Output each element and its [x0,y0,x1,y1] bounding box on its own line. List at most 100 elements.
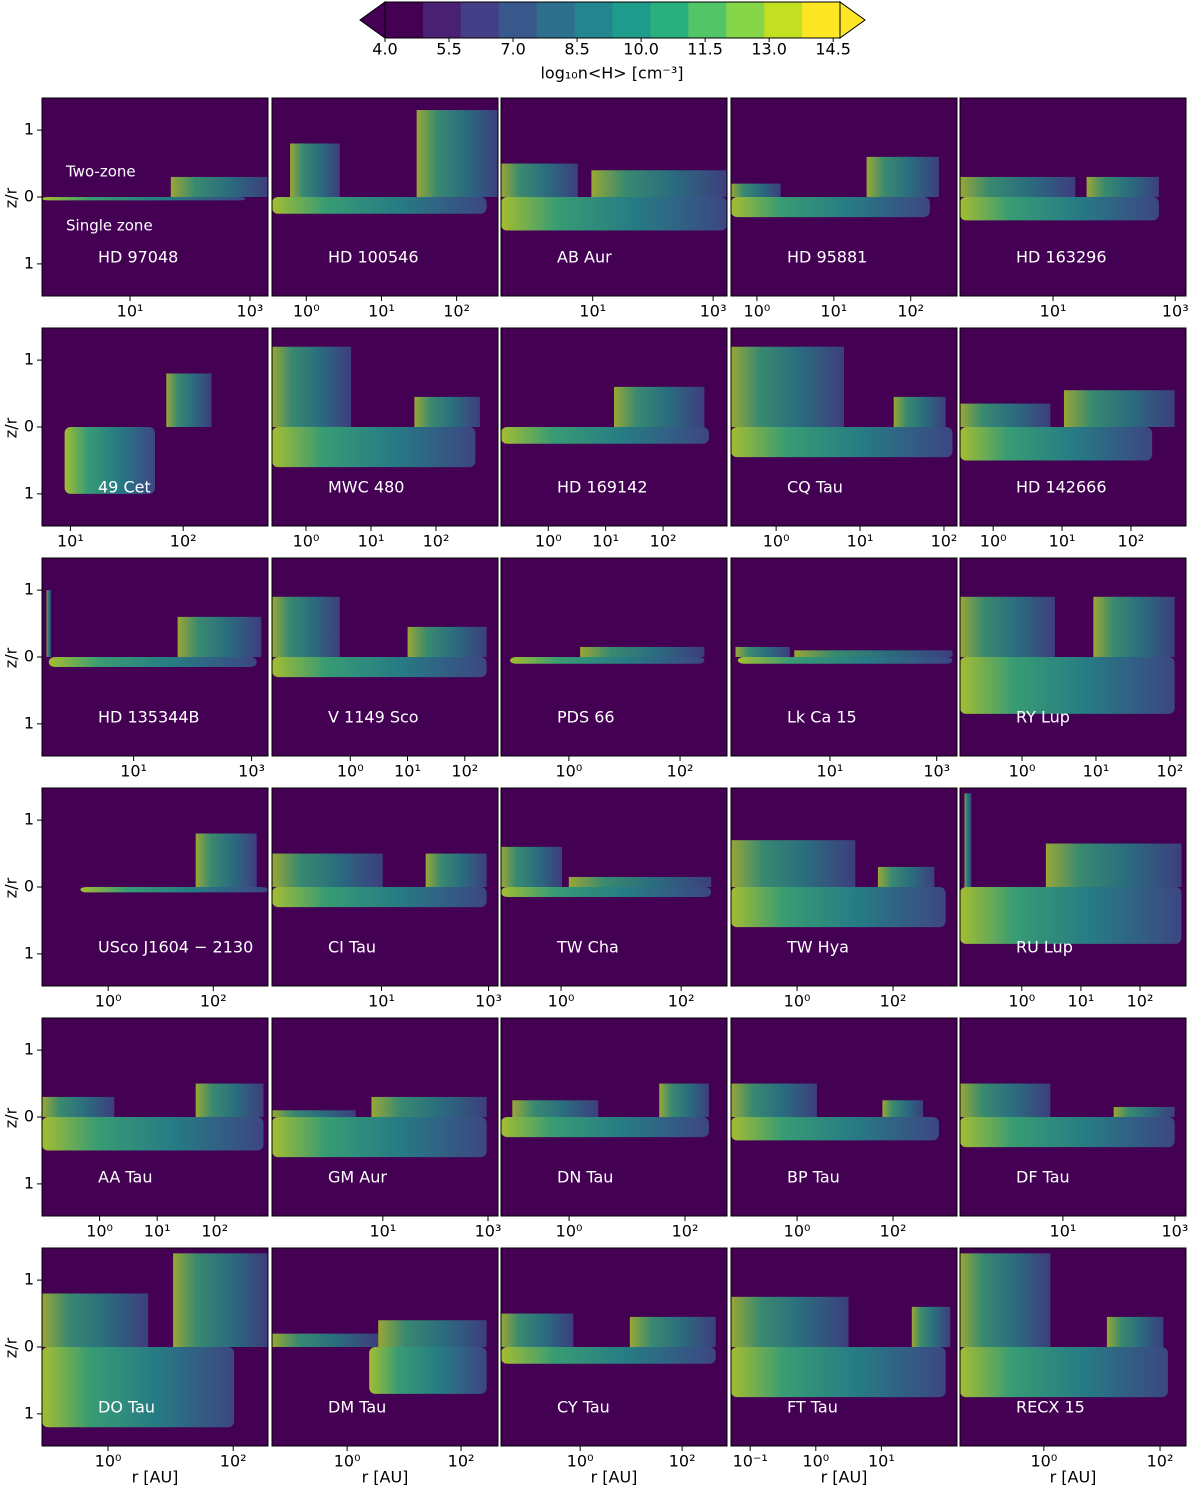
x-tick-label: 10² [1157,762,1184,781]
x-tick-label: 10² [880,992,907,1011]
two-zone-region [964,793,972,887]
two-zone-region [794,650,953,657]
single-zone-region [731,1347,946,1398]
source-name: FT Tau [787,1398,838,1417]
two-zone-region [42,1293,149,1347]
panel: HD 100546 10⁰ 10¹ 10² [271,97,499,321]
x-tick-label: 10³ [700,302,727,321]
panel-frame [959,557,1187,757]
two-zone-region [580,646,705,657]
x-tick-label: 10⁰ [334,1452,361,1471]
two-zone-region [911,1306,951,1347]
single-zone-region [960,427,1153,461]
two-zone-region [501,1313,574,1347]
colorbar-tick-label: 10.0 [623,40,659,59]
two-zone-region [1063,390,1175,427]
two-zone-region [272,1110,356,1117]
two-zone-region [1106,1316,1164,1347]
x-tick-label: 10¹ [847,532,874,551]
two-zone-region [1086,176,1159,197]
y-tick-label: 1 [24,253,34,272]
y-tick-label: 1 [24,350,34,369]
panel: HD 95881 10⁰ 10¹ 10² [730,97,958,321]
panel: MWC 480 10⁰ 10¹ 10² [271,327,499,551]
single-zone-region [369,1347,487,1394]
two-zone-region [960,596,1055,657]
two-zone-region [960,176,1076,197]
panel: DM Tau 10⁰ 10² r [AU] [271,1247,499,1487]
single-zone-region [731,197,930,218]
two-zone-region [170,176,268,197]
x-tick-label: 10³ [237,302,264,321]
y-tick-label: 0 [24,187,34,206]
x-tick-label: 10² [669,1452,696,1471]
x-tick-label: 10⁰ [548,992,575,1011]
y-tick-label: 0 [24,417,34,436]
panel: USco J1604 − 2130 10⁰ 10² 1 0 1 z/r [2,787,269,1011]
two-zone-region [877,866,935,887]
x-tick-label: 10⁰ [337,762,364,781]
x-axis-label: r [AU] [1050,1468,1097,1487]
two-zone-region [290,143,340,197]
panel: RU Lup 10⁰ 10¹ 10² [959,787,1187,1011]
source-name: 49 Cet [98,478,151,497]
two-zone-region [1093,596,1175,657]
x-tick-label: 10⁰ [556,762,583,781]
panel-frame [500,1247,728,1447]
two-zone-region [272,346,352,427]
x-tick-label: 10² [880,1222,907,1241]
x-tick-label: 10⁰ [1008,992,1035,1011]
single-zone-region [272,887,487,908]
panel-frame [959,1017,1187,1217]
source-name: DO Tau [98,1398,155,1417]
two-zone-region [272,596,340,657]
colorbar-step [688,2,727,38]
colorbar-step [422,2,462,38]
colorbar-step [764,2,803,38]
x-tick-label: 10⁰ [95,1452,122,1471]
two-zone-region [960,1083,1051,1117]
panel-frame [271,787,499,987]
y-tick-label: 0 [24,1337,34,1356]
x-axis-label: r [AU] [591,1468,638,1487]
x-tick-label: 10¹ [57,532,84,551]
y-tick-label: 1 [24,483,34,502]
two-zone-region [501,846,563,887]
source-name: AA Tau [98,1168,153,1187]
panel: CY Tau 10⁰ 10² r [AU] [500,1247,728,1487]
panel: 49 Cet 10¹ 10² 1 0 1 z/r [2,327,269,551]
y-tick-label: 1 [24,580,34,599]
colorbar-step [385,2,424,38]
single-zone-region [731,1117,939,1141]
x-tick-label: 10² [897,302,924,321]
x-tick-label: 10⁰ [535,532,562,551]
single-zone-region [960,1347,1168,1398]
x-tick-label: 10⁰ [784,992,811,1011]
source-name: USco J1604 − 2130 [98,938,253,957]
y-tick-label: 1 [24,943,34,962]
x-tick-label: 10³ [1162,302,1189,321]
source-name: TW Hya [786,938,849,957]
colorbar-label: log₁₀n<H> [cm⁻³] [540,64,683,83]
single-zone-region [48,657,257,668]
panel-frame [271,327,499,527]
single-zone-region [42,197,246,201]
x-tick-label: 10² [170,532,197,551]
two-zone-region [195,833,257,887]
y-axis-label: z/r [2,877,21,898]
y-tick-label: 1 [24,1403,34,1422]
panel: DN Tau 10⁰ 10² [500,1017,728,1241]
single-zone-region [960,197,1159,221]
y-axis-label: z/r [2,1337,21,1358]
colorbar-frame [384,1,841,39]
source-name: DF Tau [1016,1168,1070,1187]
two-zone-region [614,386,705,427]
x-tick-label: 10¹ [1050,1222,1077,1241]
panel-frame [730,327,958,527]
x-tick-label: 10⁰ [784,1222,811,1241]
two-zone-region [166,373,212,427]
x-tick-label: 10¹ [368,992,395,1011]
single-zone-region [272,197,487,214]
x-tick-label: 10² [448,1452,475,1471]
colorbar-tick-label: 7.0 [500,40,525,59]
